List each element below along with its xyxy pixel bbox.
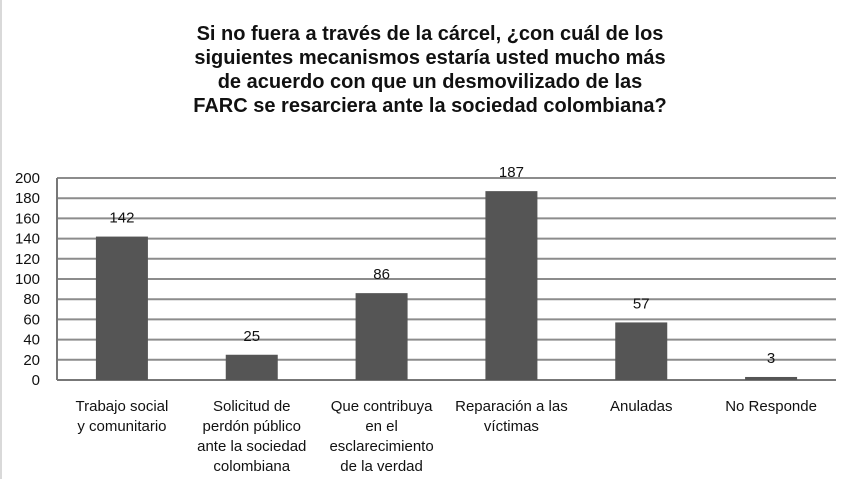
category-label-line: Que contribuya	[331, 398, 433, 415]
bar	[225, 354, 278, 380]
y-tick-label: 180	[15, 190, 40, 207]
category-label-line: de la verdad	[340, 458, 423, 475]
y-tick-label: 60	[23, 311, 40, 328]
chart-title: Si no fuera a través de la cárcel, ¿con …	[150, 22, 710, 118]
category-label: Solicitud de perdón público ante la socied…	[197, 398, 306, 475]
bar	[485, 191, 538, 380]
data-label: 142	[109, 210, 134, 227]
chart-title-line-2: siguientes mecanismos estaría usted much…	[194, 47, 666, 69]
category-label: Trabajo social y comunitario	[76, 398, 169, 435]
category-label-line: perdón público	[203, 418, 301, 435]
y-tick-label: 160	[15, 210, 40, 227]
data-label: 25	[243, 328, 260, 345]
category-label: Que contribuya en el esclarecimiento de la …	[329, 398, 433, 475]
y-tick-label: 0	[32, 372, 40, 389]
bar	[615, 322, 668, 380]
y-tick-label: 120	[15, 251, 40, 268]
chart-title-line-3: de acuerdo con que un desmovilizado de l…	[217, 71, 643, 93]
data-label: 57	[633, 295, 650, 312]
category-labels: Trabajo social y comunitario Solicitud de p…	[76, 398, 817, 475]
category-label-line: No Responde	[725, 398, 817, 415]
y-tick-label: 40	[23, 332, 40, 349]
page-left-edge	[0, 0, 2, 479]
data-label: 187	[499, 164, 524, 181]
bar	[355, 293, 408, 380]
category-label-line: colombiana	[213, 458, 290, 475]
bar	[95, 236, 148, 380]
category-label: No Responde	[725, 398, 817, 415]
axes	[56, 178, 836, 381]
bars	[95, 191, 798, 380]
category-label-line: Trabajo social	[76, 398, 169, 415]
data-labels: 142 25 86 187 57 3	[109, 164, 775, 367]
y-tick-label: 140	[15, 231, 40, 248]
data-label: 86	[373, 266, 390, 283]
y-tick-labels: 0 20 40 60 80 100 120 140 160 180 200	[15, 170, 40, 389]
chart-title-line-4: FARC se resarciera ante la sociedad colo…	[193, 95, 667, 117]
y-tick-label: 20	[23, 352, 40, 369]
category-label-line: ante la sociedad	[197, 438, 306, 455]
category-label-line: víctimas	[484, 418, 539, 435]
data-label: 3	[767, 350, 775, 367]
category-label-line: Anuladas	[610, 398, 673, 415]
chart-title-line-1: Si no fuera a través de la cárcel, ¿con …	[196, 23, 664, 45]
category-label-line: y comunitario	[77, 418, 166, 435]
y-tick-label: 80	[23, 291, 40, 308]
category-label-line: esclarecimiento	[329, 438, 433, 455]
bar	[745, 376, 798, 380]
y-tick-label: 200	[15, 170, 40, 187]
category-label-line: Solicitud de	[213, 398, 291, 415]
category-label: Anuladas	[610, 398, 673, 415]
y-tick-label: 100	[15, 271, 40, 288]
category-label-line: en el	[365, 418, 398, 435]
category-label: Reparación a las víctimas	[455, 398, 568, 435]
grid-lines	[57, 177, 836, 361]
category-label-line: Reparación a las	[455, 398, 568, 415]
